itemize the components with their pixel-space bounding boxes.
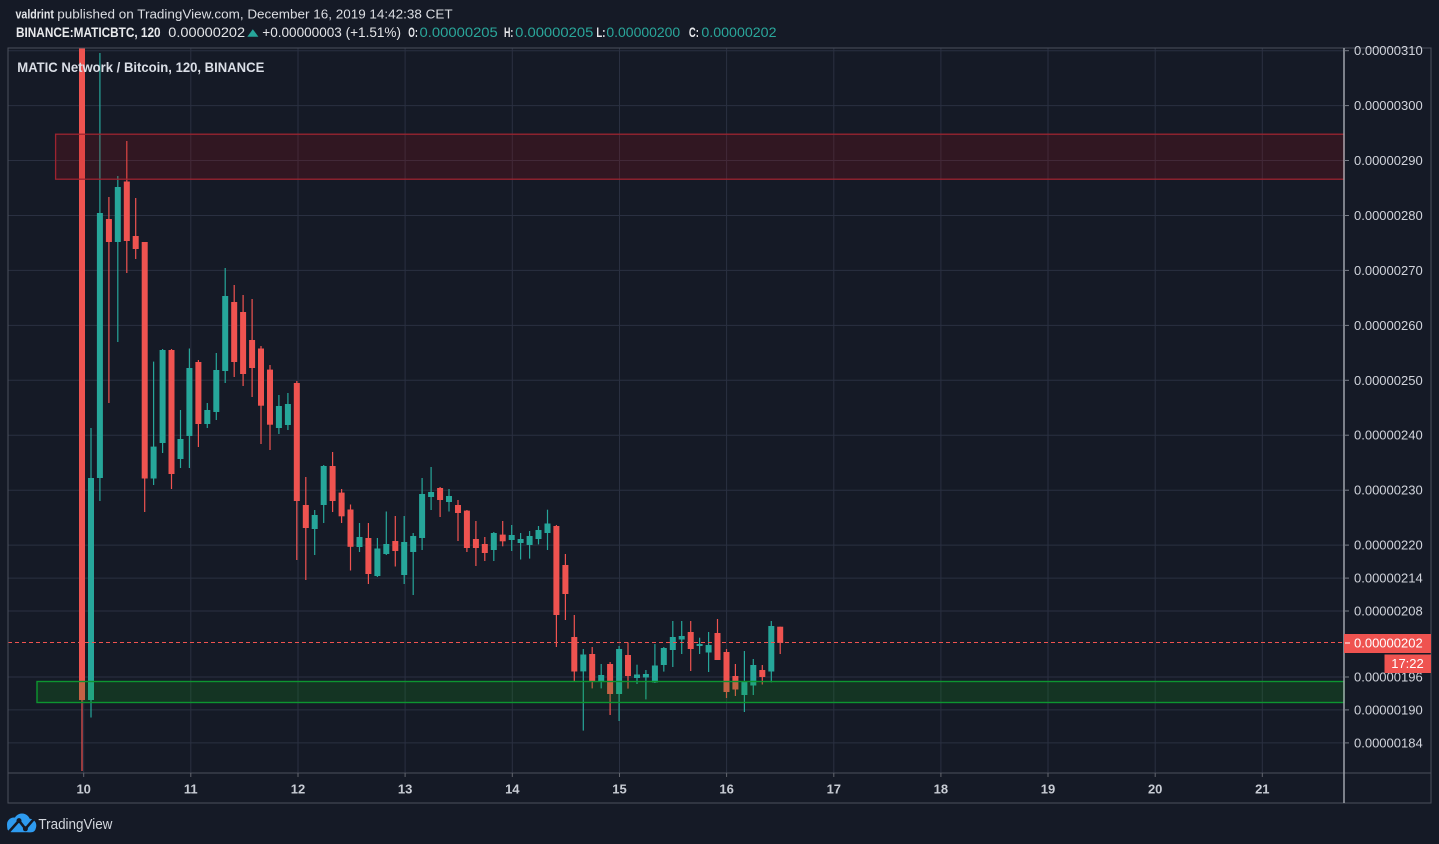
svg-text:0.00000300: 0.00000300	[1354, 98, 1423, 113]
svg-text:14: 14	[505, 782, 520, 797]
svg-text:H:: H:	[504, 24, 513, 40]
svg-text:0.00000290: 0.00000290	[1354, 153, 1423, 168]
svg-text:0.00000184: 0.00000184	[1354, 735, 1423, 750]
svg-text:0.00000205: 0.00000205	[515, 24, 594, 40]
svg-text:0.00000202: 0.00000202	[701, 24, 776, 40]
svg-text:0.00000196: 0.00000196	[1354, 670, 1423, 685]
svg-text:BINANCE:MATICBTC, 120: BINANCE:MATICBTC, 120	[16, 24, 161, 40]
svg-text:TradingView: TradingView	[38, 816, 112, 833]
svg-text:16: 16	[719, 782, 733, 797]
svg-text:published on TradingView.com,: published on TradingView.com, December 1…	[57, 7, 452, 22]
svg-text:0.00000220: 0.00000220	[1354, 538, 1423, 553]
svg-text:0.00000280: 0.00000280	[1354, 208, 1423, 223]
svg-text:MATIC Network / Bitcoin, 120,: MATIC Network / Bitcoin, 120, BINANCE	[17, 59, 264, 75]
svg-text:19: 19	[1041, 782, 1055, 797]
svg-text:13: 13	[398, 782, 412, 797]
svg-text:+0.00000003 (+1.51%): +0.00000003 (+1.51%)	[262, 24, 401, 40]
svg-text:0.00000190: 0.00000190	[1354, 702, 1423, 717]
svg-text:17: 17	[827, 782, 841, 797]
svg-text:L:: L:	[596, 24, 605, 40]
svg-text:valdrint: valdrint	[16, 7, 55, 22]
svg-text:0.00000230: 0.00000230	[1354, 483, 1423, 498]
svg-text:0.00000240: 0.00000240	[1354, 428, 1423, 443]
svg-text:0.00000270: 0.00000270	[1354, 263, 1423, 278]
svg-text:0.00000310: 0.00000310	[1354, 43, 1423, 58]
svg-text:0.00000214: 0.00000214	[1354, 571, 1423, 586]
svg-text:10: 10	[76, 782, 90, 797]
svg-text:21: 21	[1255, 782, 1269, 797]
svg-text:C:: C:	[689, 24, 699, 40]
svg-text:0.00000260: 0.00000260	[1354, 318, 1423, 333]
svg-text:11: 11	[184, 782, 198, 797]
svg-text:20: 20	[1148, 782, 1162, 797]
svg-text:O:: O:	[408, 24, 418, 40]
svg-text:0.00000205: 0.00000205	[420, 24, 499, 40]
svg-text:0.00000202: 0.00000202	[168, 24, 245, 40]
svg-text:17:22: 17:22	[1391, 656, 1424, 671]
svg-text:15: 15	[612, 782, 626, 797]
svg-text:0.00000250: 0.00000250	[1354, 373, 1423, 388]
svg-text:0.00000208: 0.00000208	[1354, 604, 1423, 619]
svg-text:0.00000202: 0.00000202	[1354, 636, 1423, 651]
svg-text:0.00000200: 0.00000200	[606, 24, 680, 40]
svg-text:18: 18	[934, 782, 948, 797]
svg-text:12: 12	[291, 782, 305, 797]
